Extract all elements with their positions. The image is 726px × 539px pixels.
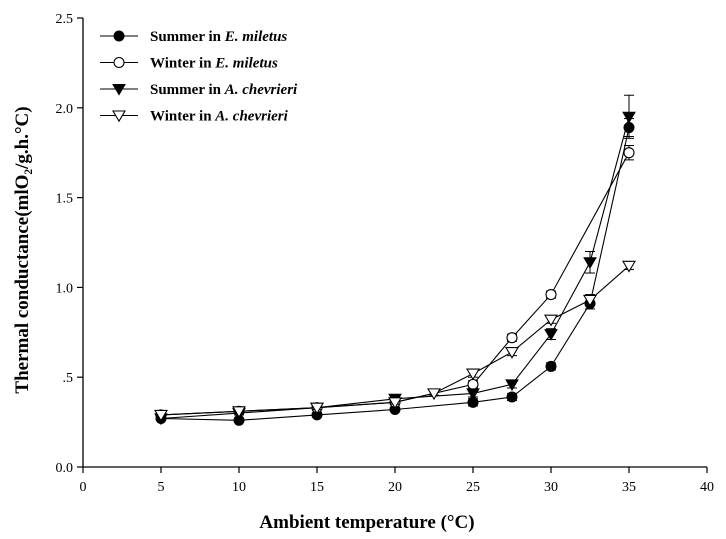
axes: 0 5 10 15 20 25 30 35 40 0.0 .5 1.0 1.5 2.0 2.5 [56,12,715,495]
data-point [622,111,636,124]
legend-item-4: Winter in A. chevrieri [100,109,289,125]
data-point [622,260,636,273]
data-point [505,379,519,392]
legend-item-1: Summer in E. miletus [100,29,287,45]
legend-label: Summer in A. chevrieri [150,82,298,98]
data-point [506,391,518,403]
x-tick-label: 10 [232,480,246,495]
x-tick-label: 20 [388,480,402,495]
y-tick-label: 0.0 [56,461,74,476]
series-4 [154,260,636,422]
data-point [623,147,635,159]
legend-label: Winter in A. chevrieri [150,109,289,125]
x-tick-label: 35 [622,480,636,495]
data-point [506,332,518,344]
y-tick-label: 1.0 [56,281,74,296]
x-axis-title: Ambient temperature (°C) [259,512,474,533]
series-line [160,127,630,421]
data-point [427,388,441,401]
y-axis-title: Thermal conductance(mlO₂/g.h.°C) [12,106,33,393]
data-point [545,289,557,301]
data-point [154,409,168,422]
legend-label-prefix: Winter in [150,109,215,125]
series-2 [155,145,635,421]
x-tick-label: 5 [158,480,165,495]
data-point [544,329,558,341]
y-tick-label: 2.0 [56,102,74,117]
data-point [466,388,480,401]
series-layer [154,94,636,426]
series-line [160,152,630,416]
data-point [583,294,597,307]
data-point [310,402,324,415]
data-point [545,360,557,372]
y-tick-label: .5 [63,371,74,386]
data-point [388,397,402,410]
data-point [466,368,480,381]
legend-label-species: E. miletus [224,29,288,45]
legend-label-species: E. miletus [214,56,278,72]
data-point [544,314,558,327]
legend-label: Winter in E. miletus [150,56,278,72]
legend-marker [113,30,125,42]
series-line [160,116,630,420]
legend-item-3: Summer in A. chevrieri [100,82,298,98]
y-tick-label: 2.5 [56,12,74,27]
legend-label: Summer in E. miletus [150,29,287,45]
legend-marker [112,84,126,96]
legend-label-prefix: Winter in [150,56,215,72]
legend-label-species: A. chevrieri [224,82,298,98]
x-tick-label: 0 [80,480,87,495]
data-point [232,406,246,419]
legend-label-species: A. chevrieri [214,109,288,125]
legend-label-prefix: Summer in [150,29,225,45]
data-point [583,257,597,269]
legend-marker [113,56,125,69]
data-point [505,347,519,359]
legend-marker [112,110,126,123]
x-tick-label: 40 [700,480,714,495]
x-tick-label: 15 [310,480,324,495]
series-line [160,265,630,416]
data-point [467,378,479,390]
series-1 [155,118,635,426]
legend-item-2: Winter in E. miletus [100,56,278,72]
y-tick-label: 1.5 [56,192,74,207]
x-tick-label: 25 [466,480,480,495]
series-3 [154,94,636,426]
legend-label-prefix: Summer in [150,82,225,98]
x-tick-label: 30 [544,480,558,495]
